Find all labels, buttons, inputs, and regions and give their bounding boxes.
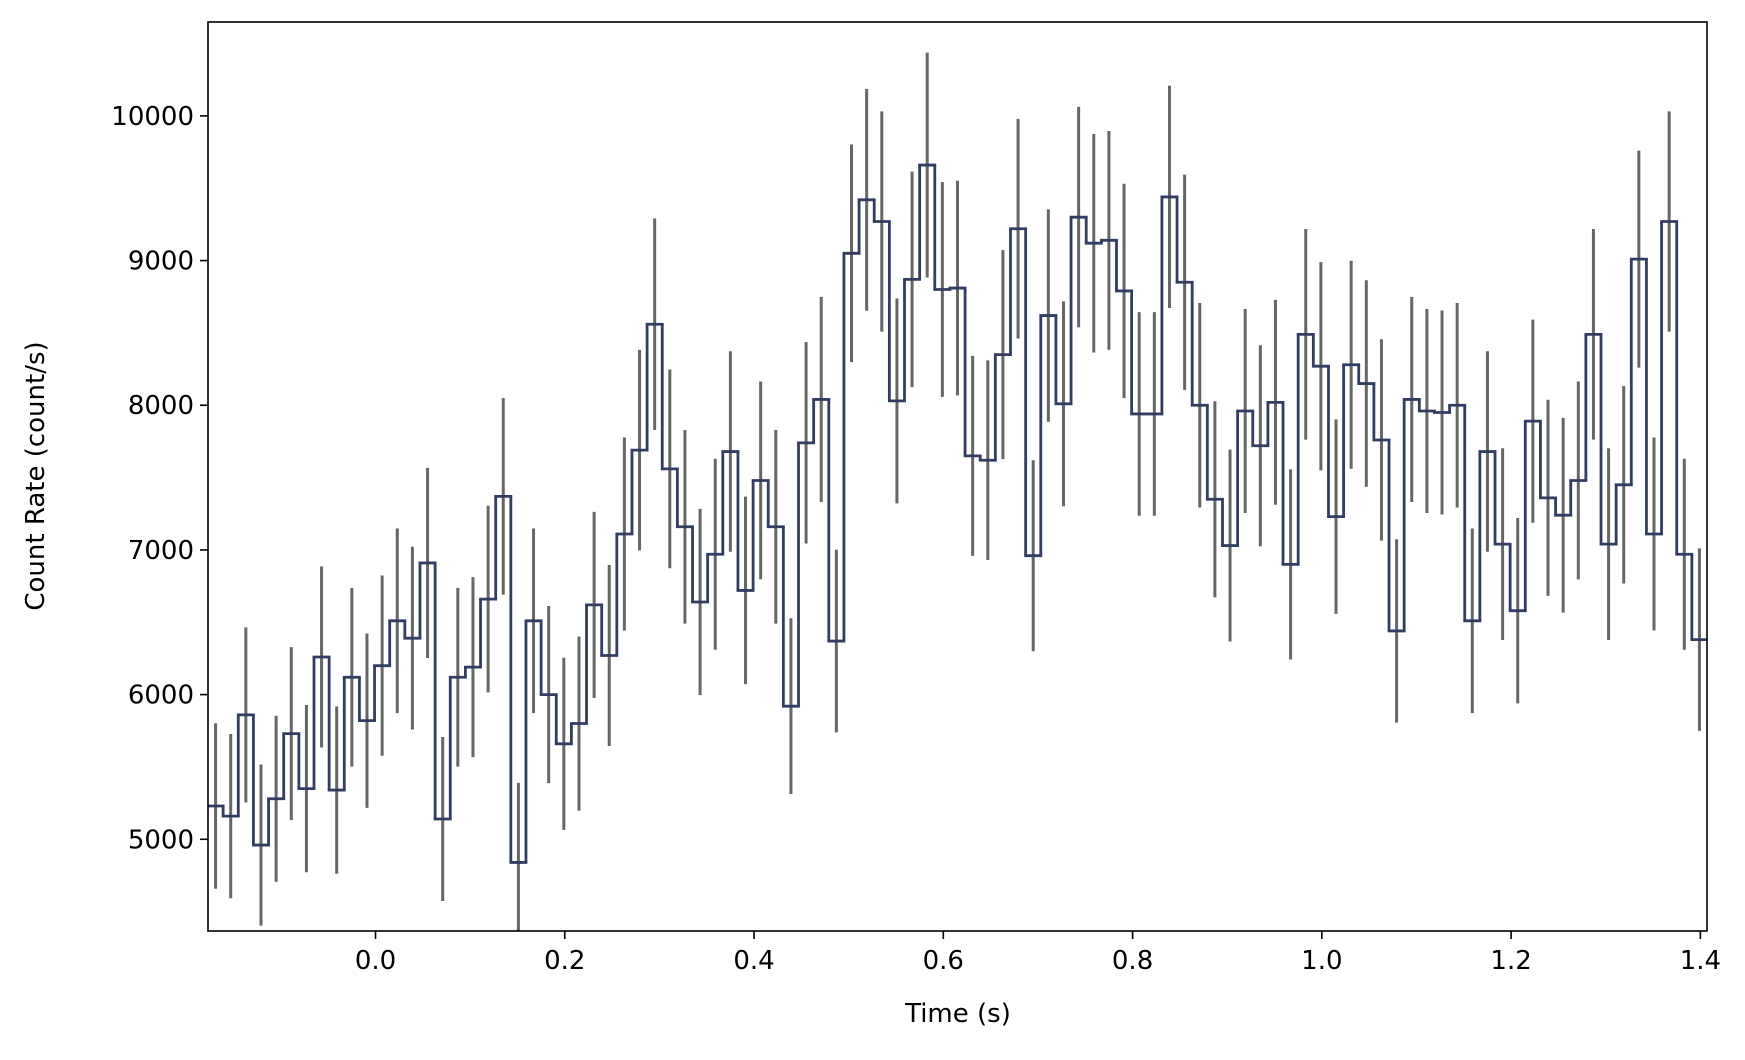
x-tick-label: 0.6 [923, 946, 964, 976]
y-tick-label: 6000 [128, 681, 194, 711]
y-axis-label: Count Rate (count/s) [21, 341, 51, 610]
x-tick-label: 0.8 [1112, 946, 1153, 976]
x-axis-label: Time (s) [904, 999, 1011, 1029]
y-tick-label: 8000 [128, 391, 194, 421]
x-tick-label: 1.2 [1490, 946, 1531, 976]
y-tick-label: 7000 [128, 536, 194, 566]
y-tick-label: 9000 [128, 247, 194, 277]
y-tick-label: 5000 [128, 825, 194, 855]
x-tick-label: 0.0 [355, 946, 396, 976]
x-tick-label: 0.4 [733, 946, 774, 976]
plot-frame [207, 21, 1708, 932]
x-tick-label: 1.4 [1680, 946, 1721, 976]
x-tick-label: 1.0 [1301, 946, 1342, 976]
x-tick-label: 0.2 [544, 946, 585, 976]
y-tick-label: 10000 [111, 102, 194, 132]
